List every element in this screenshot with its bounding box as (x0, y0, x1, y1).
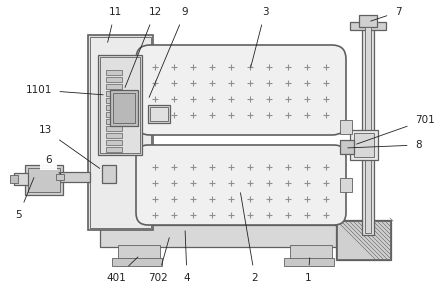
Bar (113, 93, 135, 123)
Bar (359, 15, 377, 27)
Bar (25, 165, 63, 195)
Bar (60, 172, 90, 182)
Text: 701: 701 (357, 115, 435, 144)
Bar (106, 77, 122, 82)
Text: 1: 1 (305, 258, 311, 283)
FancyBboxPatch shape (136, 45, 346, 135)
Bar (290, 245, 332, 263)
Bar (28, 168, 60, 192)
Text: 5: 5 (16, 178, 34, 220)
Text: 12: 12 (125, 7, 162, 88)
Bar (98, 55, 142, 155)
Bar (106, 119, 122, 124)
Bar (340, 120, 352, 134)
Text: 6: 6 (45, 155, 60, 174)
Text: 11: 11 (108, 7, 122, 42)
Bar (88, 35, 153, 230)
Bar (354, 133, 374, 157)
Bar (150, 107, 168, 121)
Bar (110, 90, 138, 126)
Bar (10, 175, 18, 183)
Bar (284, 258, 334, 266)
Text: 4: 4 (184, 231, 190, 283)
Text: 9: 9 (149, 7, 188, 97)
Text: 1101: 1101 (26, 85, 103, 95)
Bar (106, 126, 122, 131)
Bar (106, 147, 122, 152)
Bar (337, 221, 390, 259)
Bar (100, 57, 140, 153)
Bar (90, 37, 151, 228)
Text: 13: 13 (39, 125, 100, 168)
Bar (350, 22, 386, 30)
Bar (148, 105, 170, 123)
Bar (106, 105, 122, 110)
Bar (106, 133, 122, 138)
Bar (106, 70, 122, 75)
FancyBboxPatch shape (136, 145, 346, 225)
Text: 7: 7 (371, 7, 401, 21)
Bar (100, 225, 390, 247)
Bar (350, 130, 378, 160)
Bar (362, 25, 374, 235)
Bar (106, 98, 122, 103)
Text: 401: 401 (106, 257, 138, 283)
Text: 3: 3 (251, 7, 268, 67)
Bar (112, 258, 162, 266)
Text: 702: 702 (148, 238, 169, 283)
Bar (336, 220, 391, 260)
Text: 8: 8 (348, 140, 422, 150)
Bar (340, 140, 354, 154)
Bar (56, 174, 64, 180)
Bar (106, 140, 122, 145)
Bar (14, 173, 28, 185)
Bar (106, 91, 122, 96)
Bar (106, 84, 122, 89)
Bar (365, 27, 371, 233)
Bar (340, 178, 352, 192)
Text: 2: 2 (241, 193, 258, 283)
Bar (118, 245, 160, 263)
Bar (102, 165, 116, 183)
Bar (106, 112, 122, 117)
